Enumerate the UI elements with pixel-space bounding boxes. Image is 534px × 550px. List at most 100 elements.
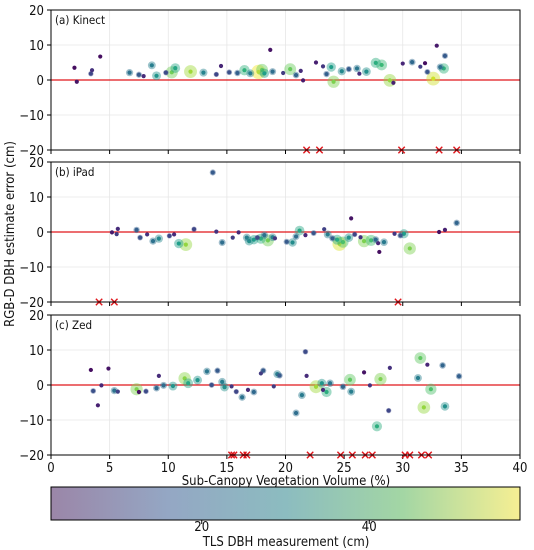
data-point-core — [99, 383, 104, 388]
data-point — [352, 231, 358, 238]
data-point — [337, 236, 349, 248]
data-point-core — [240, 395, 245, 400]
data-point — [242, 233, 251, 242]
data-point-core — [271, 384, 276, 389]
data-point-core — [170, 383, 176, 389]
data-point — [208, 382, 215, 388]
data-point — [141, 74, 146, 79]
data-point-core — [327, 381, 333, 386]
data-point-core — [259, 67, 265, 72]
data-point — [403, 242, 416, 255]
data-point — [89, 68, 95, 73]
data-point — [323, 230, 332, 239]
data-point — [370, 57, 381, 68]
data-point — [230, 235, 235, 240]
data-point — [440, 402, 450, 411]
data-point-core — [251, 237, 256, 242]
data-point — [98, 54, 103, 59]
data-point — [236, 230, 241, 235]
data-point-core — [340, 240, 346, 245]
data-point — [300, 78, 306, 83]
data-point — [414, 374, 422, 382]
y-tick-label: −20 — [19, 296, 44, 311]
data-point — [408, 58, 416, 66]
data-point — [288, 238, 297, 247]
data-point-core — [136, 389, 142, 395]
data-point — [422, 61, 428, 66]
y-tick-label: 10 — [29, 344, 44, 359]
data-point — [365, 234, 377, 246]
data-point-core — [358, 235, 363, 240]
y-tick-label: 10 — [29, 191, 44, 206]
data-point-core — [425, 362, 430, 367]
y-tick-label: 20 — [29, 156, 44, 171]
data-point-core — [354, 66, 360, 71]
data-point-core — [373, 237, 378, 242]
data-point-core — [201, 70, 206, 75]
data-point-core — [230, 235, 235, 240]
data-point-core — [89, 68, 95, 73]
data-point — [392, 231, 397, 236]
data-point-core — [303, 349, 308, 354]
data-point — [309, 380, 323, 394]
data-point-core — [346, 235, 351, 240]
data-point-core — [392, 231, 397, 236]
data-point — [345, 66, 352, 73]
data-point — [377, 249, 382, 255]
data-point — [220, 382, 229, 392]
data-point-core — [114, 232, 119, 237]
data-point — [115, 389, 120, 394]
x-tick-label: 15 — [219, 461, 234, 476]
data-point — [323, 70, 330, 78]
data-point — [337, 67, 346, 76]
data-point — [143, 388, 149, 395]
data-point-core — [325, 232, 330, 237]
data-point-core — [215, 368, 220, 373]
data-point-core — [88, 71, 93, 76]
data-point — [439, 362, 446, 369]
plot-frame — [50, 9, 521, 151]
data-point-core — [186, 381, 191, 386]
data-point-core — [324, 71, 329, 77]
y-tick-label: 20 — [29, 309, 44, 324]
data-point-core — [272, 236, 278, 241]
data-point-core — [262, 233, 267, 238]
data-point-core — [421, 405, 426, 410]
data-point — [238, 393, 246, 401]
data-point-core — [261, 368, 266, 373]
data-point-core — [255, 235, 260, 240]
data-point-core — [268, 47, 273, 53]
data-point — [250, 388, 258, 396]
data-point-core — [434, 43, 439, 48]
data-point — [90, 388, 97, 394]
data-point — [284, 63, 297, 76]
data-point-core — [400, 61, 405, 66]
data-point-core — [290, 240, 295, 245]
data-point-core — [331, 79, 336, 84]
data-point-core — [127, 70, 132, 75]
data-point-core — [106, 366, 111, 371]
data-point-core — [138, 235, 143, 240]
data-point — [418, 64, 423, 69]
data-point-core — [322, 227, 327, 232]
data-point-core — [234, 389, 239, 394]
data-point-core — [368, 238, 374, 243]
data-point-core — [311, 230, 316, 236]
data-point-core — [149, 63, 154, 68]
data-point-core — [245, 387, 251, 392]
data-point-core — [361, 239, 367, 244]
data-point-core — [115, 389, 120, 394]
data-point — [218, 63, 224, 69]
data-point-core — [442, 53, 448, 58]
data-point — [374, 372, 387, 386]
data-point-core — [377, 249, 382, 255]
data-point — [383, 74, 397, 87]
data-point-core — [227, 70, 232, 75]
data-point-core — [247, 239, 252, 244]
y-tick-label: −10 — [19, 109, 44, 124]
data-point — [154, 234, 164, 243]
data-point — [168, 381, 178, 391]
data-point-core — [440, 363, 445, 368]
data-point-core — [182, 376, 187, 381]
